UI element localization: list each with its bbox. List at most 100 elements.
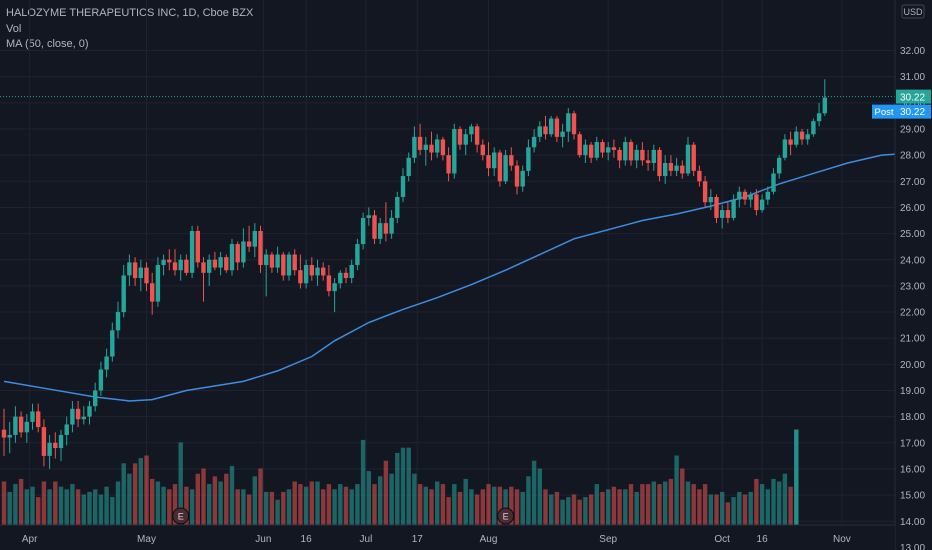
candle-body	[537, 126, 542, 137]
candle-body	[87, 406, 92, 417]
volume-bar	[674, 455, 679, 527]
volume-bar	[326, 484, 332, 527]
candle-body	[474, 126, 480, 145]
candle-body	[583, 144, 588, 156]
candle-body	[349, 264, 354, 279]
volume-bar	[794, 429, 799, 527]
candle-body	[150, 283, 155, 302]
candle-body	[731, 199, 736, 218]
candle-body	[805, 134, 810, 140]
volume-bar	[628, 484, 634, 527]
candle-body	[47, 442, 52, 456]
candle-body	[617, 149, 622, 161]
candle-body	[224, 257, 229, 271]
price-tick-label: 20.00	[900, 360, 925, 371]
volume-bar	[474, 494, 480, 527]
volume-bar	[634, 491, 639, 527]
candle-body	[372, 215, 377, 239]
candle-body	[138, 267, 143, 279]
candle-body	[64, 424, 69, 435]
candlesticks	[1, 79, 827, 469]
candle-body	[229, 244, 235, 271]
volume-bar	[554, 491, 560, 527]
candle-body	[594, 142, 599, 158]
time-tick-label: May	[137, 534, 156, 545]
volume-bar	[264, 491, 269, 527]
volume-bar	[497, 486, 503, 527]
volume-bar	[212, 476, 218, 527]
candle-body	[588, 144, 594, 158]
candle-body	[651, 149, 656, 163]
candle-body	[383, 223, 389, 234]
candle-body	[708, 196, 713, 203]
volume-bar	[777, 481, 782, 527]
candle-body	[309, 264, 314, 276]
candle-body	[355, 244, 360, 265]
price-tick-label: 24.00	[900, 255, 925, 266]
volume-bar	[104, 486, 109, 527]
volume-bar	[469, 489, 474, 527]
candle-body	[241, 241, 246, 263]
candle-body	[668, 162, 674, 171]
candle-body	[452, 129, 457, 174]
candle-body	[30, 411, 35, 422]
volume-bar	[571, 494, 577, 527]
price-tick-label: 25.00	[900, 229, 925, 240]
currency-label: USD	[903, 7, 923, 17]
volume-bar	[691, 484, 696, 527]
candle-body	[435, 139, 440, 153]
volume-bar	[172, 484, 178, 527]
volume-bar	[486, 484, 491, 527]
candle-body	[799, 131, 805, 140]
volume-bar	[771, 478, 776, 527]
candle-body	[275, 254, 280, 268]
volume-bar	[1, 481, 7, 527]
candle-body	[457, 129, 463, 145]
volume-bar	[207, 484, 212, 527]
candle-body	[286, 254, 292, 276]
candle-body	[417, 136, 423, 150]
price-tick-label: 21.00	[900, 334, 925, 345]
volume-bar	[189, 489, 195, 527]
volume-bar	[389, 473, 394, 527]
candle-body	[258, 230, 263, 265]
time-tick-label: Jun	[255, 534, 271, 545]
candle-body	[765, 191, 770, 200]
candle-body	[378, 223, 383, 239]
volume-bar	[457, 491, 463, 527]
volume-bar	[360, 439, 366, 527]
symbol-title[interactable]: HALOZYME THERAPEUTICS INC, 1D, Cboe BZX	[6, 7, 254, 19]
candle-body	[480, 144, 485, 156]
candle-body	[178, 259, 183, 271]
candle-body	[75, 408, 81, 420]
volume-bar	[606, 489, 611, 527]
volume-bar	[127, 473, 132, 527]
candle-body	[400, 176, 406, 197]
volume-bar	[70, 484, 75, 527]
candle-body	[195, 230, 200, 263]
candle-body	[104, 356, 109, 370]
candle-body	[13, 416, 18, 435]
candle-body	[207, 259, 212, 273]
price-axis[interactable]: 13.00 14.00 15.00 16.00 17.00 18.00 19.00 20.00…	[894, 0, 932, 550]
price-tick-label: 16.00	[900, 464, 925, 475]
candle-body	[657, 149, 662, 177]
candle-body	[463, 134, 468, 145]
volume-indicator-label[interactable]: Vol	[6, 22, 22, 35]
candle-body	[360, 217, 366, 245]
volume-bar	[600, 491, 605, 527]
last-price-badge	[896, 89, 931, 104]
volume-bar	[509, 486, 514, 527]
time-axis[interactable]: Apr May Jun 16 Jul 17 Aug Sep Oct 16 Nov	[0, 524, 895, 550]
volume-bar	[680, 468, 685, 527]
ma-indicator-label[interactable]: MA (50, close, 0)	[6, 38, 89, 50]
candle-body	[714, 196, 719, 218]
price-tick-label: 18.00	[900, 412, 925, 423]
volume-bar	[41, 481, 47, 527]
chart-legend: HALOZYME THERAPEUTICS INC, 1D, Cboe BZX …	[6, 6, 253, 53]
volume-bar	[383, 460, 389, 527]
volume-bar	[58, 486, 64, 527]
candle-body	[811, 121, 816, 135]
volume-bar	[201, 468, 206, 527]
